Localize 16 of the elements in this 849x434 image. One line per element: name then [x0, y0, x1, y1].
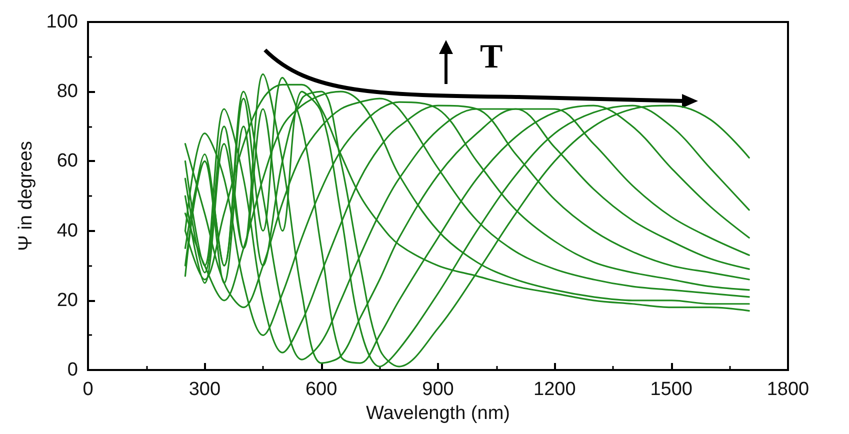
y-tick-label: 0: [67, 360, 78, 380]
y-tick-label: 100: [46, 12, 78, 32]
x-tick-label: 0: [82, 379, 94, 400]
x-tick-label: 600: [305, 379, 338, 400]
x-tick-label: 1200: [534, 379, 576, 400]
x-tick-label: 300: [188, 379, 221, 400]
y-tick-label: 80: [56, 81, 78, 102]
y-tick-label: 40: [56, 220, 78, 242]
x-tick-label: 1500: [650, 379, 692, 400]
annotation: T: [480, 38, 503, 76]
x-axis-title: Wavelength (nm): [366, 402, 510, 424]
y-axis-title: Ψ in degrees: [15, 141, 36, 251]
y-tick-label: 20: [56, 290, 78, 311]
x-tick-label: 900: [422, 379, 454, 400]
x-tick-label: 1800: [766, 379, 810, 400]
y-tick-label: 60: [56, 150, 78, 172]
